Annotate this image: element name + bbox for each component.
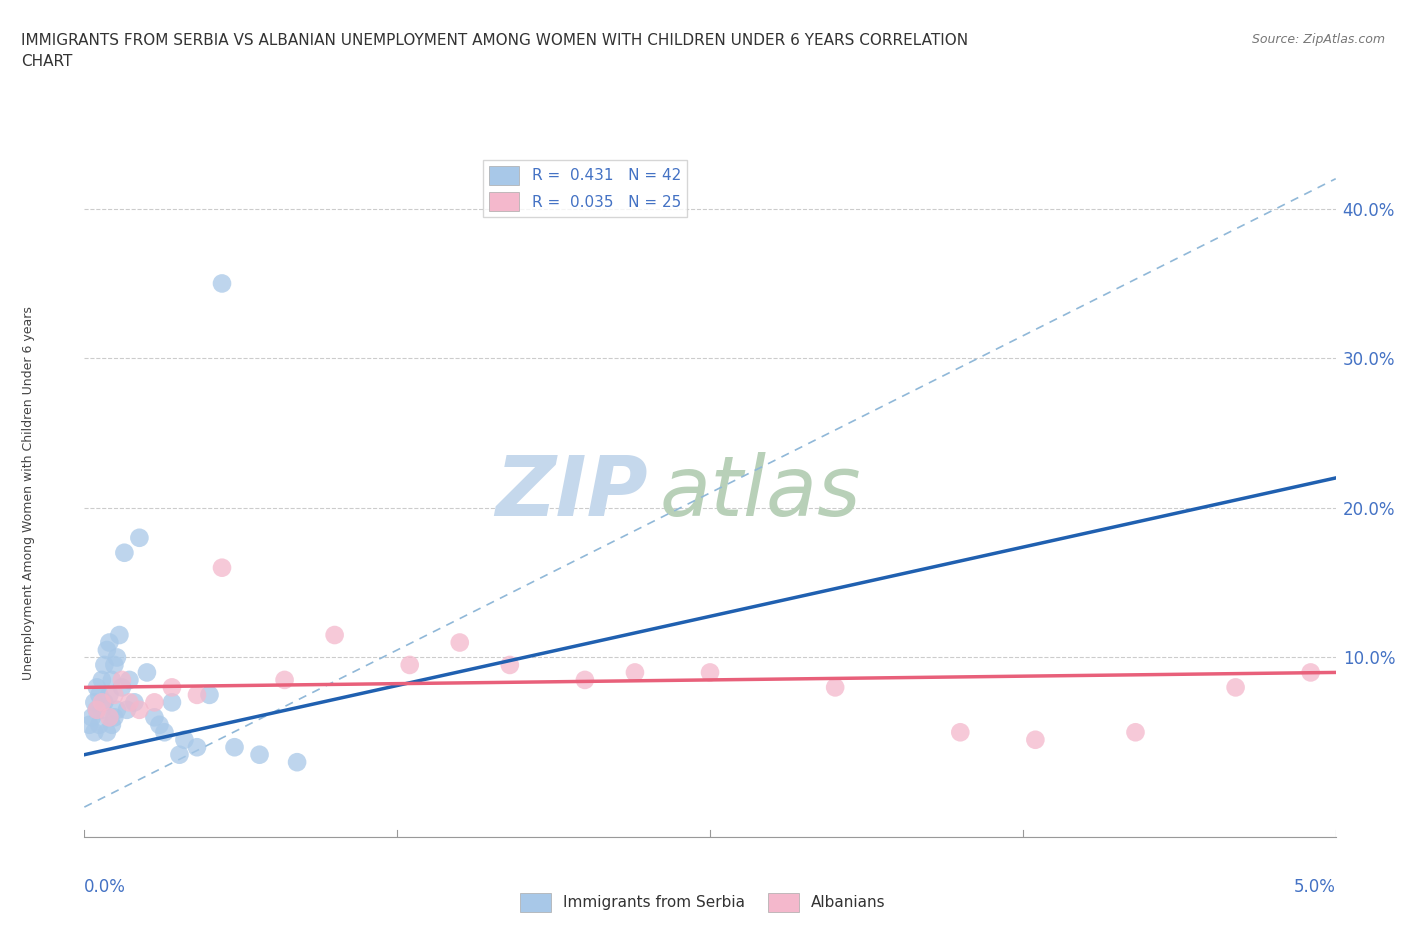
Point [105,702,128,717]
Point [128,530,150,545]
Point [118,695,141,710]
Point [101,672,124,687]
Point [323,628,346,643]
Point [93,695,115,710]
Text: IMMIGRANTS FROM SERBIA VS ALBANIAN UNEMPLOYMENT AMONG WOMEN WITH CHILDREN UNDER : IMMIGRANTS FROM SERBIA VS ALBANIAN UNEMP… [21,33,969,69]
Point [89,717,111,732]
Point [111,672,134,687]
Point [86,680,108,695]
Point [90,702,112,717]
Text: atlas: atlas [659,452,862,534]
Text: 5.0%: 5.0% [1294,878,1336,897]
Point [624,665,647,680]
Point [136,665,159,680]
Point [96,643,118,658]
Point [224,739,246,754]
Point [80,710,103,724]
Point [211,560,233,575]
Point [169,748,191,763]
Point [111,680,134,695]
Point [160,695,183,710]
Point [79,717,101,732]
Point [198,687,221,702]
Point [86,702,108,717]
Legend: R =  0.431   N = 42, R =  0.035   N = 25: R = 0.431 N = 42, R = 0.035 N = 25 [482,160,688,217]
Point [115,702,138,717]
Point [211,276,233,291]
Point [90,672,112,687]
Point [1125,724,1147,739]
Point [98,635,121,650]
Point [143,695,166,710]
Point [824,680,846,695]
Point [103,710,125,724]
Text: Unemployment Among Women with Children Under 6 years: Unemployment Among Women with Children U… [21,306,35,680]
Text: Source: ZipAtlas.com: Source: ZipAtlas.com [1251,33,1385,46]
Point [499,658,522,672]
Point [1024,732,1046,747]
Point [103,658,125,672]
Point [83,724,105,739]
Point [128,702,150,717]
Point [1225,680,1247,695]
Point [153,724,176,739]
Point [98,710,121,724]
Point [103,687,125,702]
Point [249,748,271,763]
Point [186,739,208,754]
Text: ZIP: ZIP [495,452,648,534]
Point [574,672,596,687]
Point [101,717,124,732]
Point [148,717,170,732]
Point [949,724,972,739]
Point [96,724,118,739]
Point [86,702,108,717]
Point [83,695,105,710]
Point [160,680,183,695]
Point [98,687,121,702]
Point [105,650,128,665]
Point [118,672,141,687]
Point [143,710,166,724]
Legend: Immigrants from Serbia, Albanians: Immigrants from Serbia, Albanians [515,887,891,918]
Point [124,695,146,710]
Point [112,545,135,560]
Point [449,635,471,650]
Point [108,628,131,643]
Point [273,672,295,687]
Point [90,695,112,710]
Point [89,687,111,702]
Point [1299,665,1322,680]
Point [398,658,420,672]
Point [93,658,115,672]
Point [186,687,208,702]
Point [699,665,721,680]
Text: 0.0%: 0.0% [84,878,127,897]
Point [285,755,308,770]
Point [173,732,195,747]
